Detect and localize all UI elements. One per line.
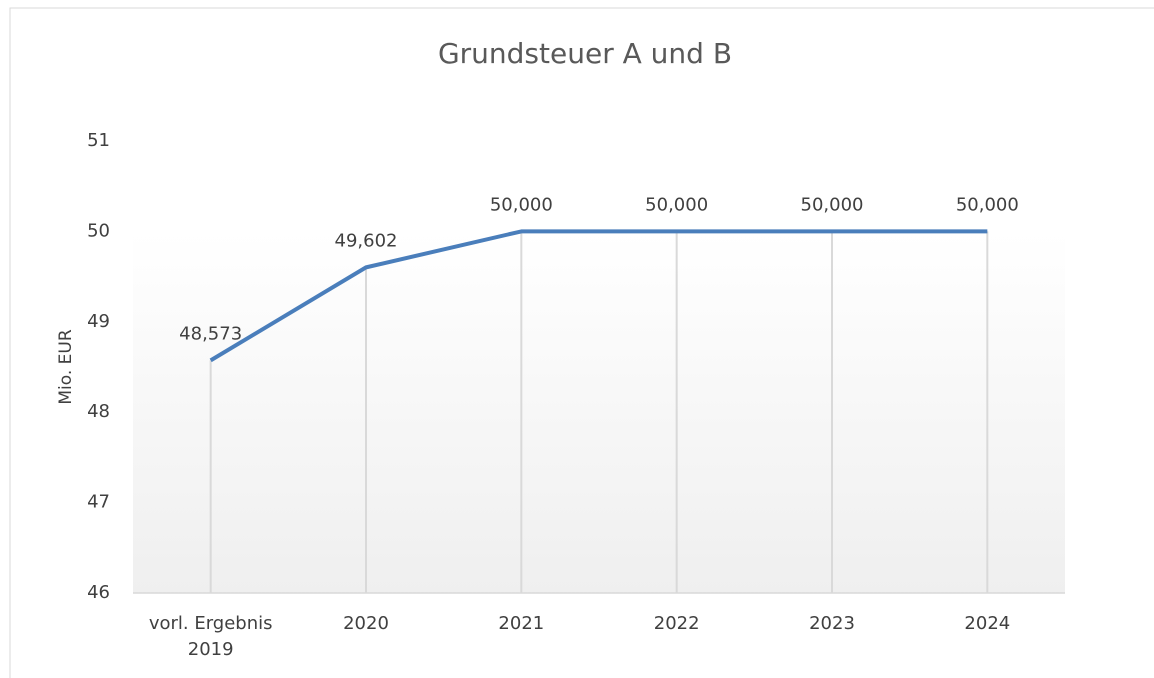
x-tick-label: 2024 [964, 613, 1011, 634]
x-tick-label: 2020 [343, 613, 389, 634]
data-label: 50,000 [490, 194, 553, 215]
x-tick-label: 2022 [653, 613, 700, 634]
data-label: 49,602 [335, 230, 398, 251]
y-tick-label: 50 [87, 220, 110, 241]
x-tick-label: 2023 [809, 613, 855, 634]
chart-border [9, 7, 1154, 678]
y-tick-label: 48 [87, 401, 110, 422]
y-tick-label: 51 [87, 130, 110, 151]
y-tick-label: 46 [87, 582, 110, 603]
plot-area [133, 231, 1065, 593]
data-label: 48,573 [179, 323, 242, 344]
y-tick-label: 47 [87, 492, 110, 513]
chart-title: Grundsteuer A und B [438, 37, 732, 70]
data-label: 50,000 [956, 194, 1019, 215]
data-label: 50,000 [801, 194, 864, 215]
data-label: 50,000 [645, 194, 708, 215]
y-tick-label: 49 [87, 311, 110, 332]
x-tick-label: vorl. Ergebnis 2019 [148, 613, 273, 660]
x-tick-label: 2021 [498, 613, 545, 634]
y-axis-label: Mio. EUR [56, 329, 76, 404]
series-line [209, 229, 988, 363]
